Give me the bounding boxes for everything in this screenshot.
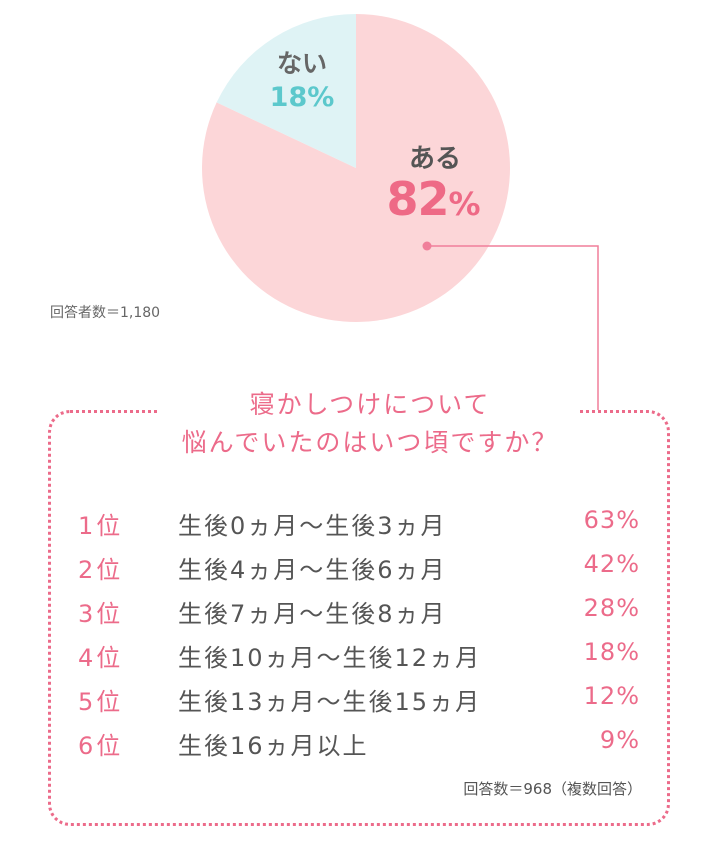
rank-percent: 28%	[583, 594, 640, 622]
respondents-note: 回答者数＝1,180	[50, 305, 161, 321]
question-line-2: 悩んでいたのはいつ頃ですか？	[181, 428, 559, 457]
slice-value-yes-unit: %	[448, 185, 480, 223]
slice-value-yes: 82%	[368, 172, 498, 226]
ranking-row: 6位 生後16ヵ月以上 9%	[0, 726, 720, 766]
rank-percent: 9%	[599, 726, 640, 754]
rank-period: 生後0ヵ月〜生後3ヵ月	[178, 512, 447, 540]
rank-label: 1位	[78, 512, 124, 540]
pie-chart	[202, 14, 599, 410]
rank-label: 6位	[78, 732, 124, 760]
rank-label: 3位	[78, 600, 124, 628]
rank-percent: 12%	[583, 682, 640, 710]
ranking-row: 3位 生後7ヵ月〜生後8ヵ月 28%	[0, 594, 720, 634]
ranking-row: 5位 生後13ヵ月〜生後15ヵ月 12%	[0, 682, 720, 722]
rank-period: 生後16ヵ月以上	[178, 732, 369, 760]
slice-value-yes-number: 82	[386, 172, 449, 226]
ranking-row: 1位 生後0ヵ月〜生後3ヵ月 63%	[0, 506, 720, 546]
slice-value-no: 18%	[269, 82, 335, 113]
rank-label: 5位	[78, 688, 124, 716]
rank-percent: 42%	[583, 550, 640, 578]
answers-note: 回答数＝968（複数回答）	[463, 780, 642, 798]
leader-line	[427, 245, 599, 410]
rank-period: 生後4ヵ月〜生後6ヵ月	[178, 556, 447, 584]
ranking-row: 4位 生後10ヵ月〜生後12ヵ月 18%	[0, 638, 720, 678]
question-line-1: 寝かしつけについて	[249, 390, 491, 419]
rank-percent: 63%	[583, 506, 640, 534]
ranking-row: 2位 生後4ヵ月〜生後6ヵ月 42%	[0, 550, 720, 590]
rank-period: 生後7ヵ月〜生後8ヵ月	[178, 600, 447, 628]
leader-dot	[422, 241, 432, 251]
question-title: 寝かしつけについて 悩んでいたのはいつ頃ですか？	[160, 386, 580, 462]
pie-slice-yes	[202, 14, 511, 322]
rank-period: 生後13ヵ月〜生後15ヵ月	[178, 688, 482, 716]
slice-label-no: ない	[276, 49, 327, 78]
pie-slice-no	[216, 14, 356, 168]
rank-percent: 18%	[583, 638, 640, 666]
slice-label-yes: ある	[408, 144, 461, 174]
question-title-background	[160, 380, 580, 470]
rank-label: 4位	[78, 644, 124, 672]
rank-period: 生後10ヵ月〜生後12ヵ月	[178, 644, 482, 672]
rank-label: 2位	[78, 556, 124, 584]
